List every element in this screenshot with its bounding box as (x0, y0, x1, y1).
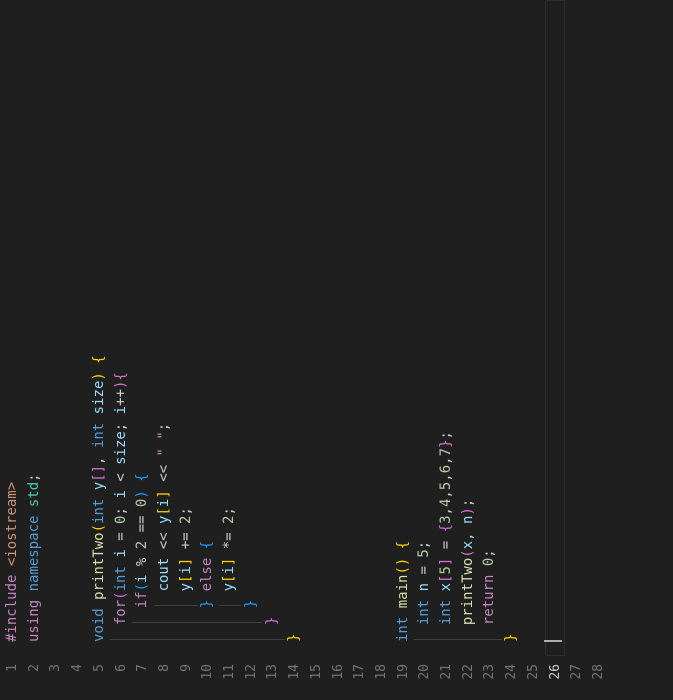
code-line-10[interactable]: } else { (199, 540, 216, 609)
line-number-17: 17 (352, 664, 368, 680)
code-line-7[interactable]: if(i % 2 == 0) { (134, 473, 151, 609)
line-number-12: 12 (243, 664, 259, 680)
line-number-7: 7 (135, 664, 151, 672)
code-line-5[interactable]: void printTwo(int y[], int size) { (90, 355, 107, 642)
line-number-11: 11 (222, 664, 237, 680)
text-cursor (544, 640, 562, 642)
indent-guide (132, 622, 262, 623)
line-number-5: 5 (91, 664, 107, 672)
code-line-14[interactable]: } (286, 633, 303, 642)
code-line-2[interactable]: using namespace std; (25, 473, 42, 642)
code-area[interactable]: #include <iostream> using namespace std;… (0, 0, 673, 642)
line-number-gutter: 1 2 3 4 5 6 7 8 9 10 11 12 13 14 15 16 17 18 19 20 21 22 23 24 2… (0, 656, 673, 700)
code-line-21[interactable]: int x[5] = {3,4,5,6,7}; (438, 431, 454, 626)
line-number-27: 27 (569, 664, 585, 680)
line-number-19: 19 (395, 664, 411, 680)
line-number-3: 3 (48, 664, 64, 672)
code-line-12[interactable]: } (242, 599, 259, 609)
code-line-19[interactable]: int main() { (394, 540, 411, 642)
code-line-8[interactable]: cout << y[i] << " "; (155, 422, 172, 592)
line-number-13: 13 (265, 664, 281, 680)
line-number-23: 23 (482, 664, 498, 680)
code-line-1[interactable]: #include <iostream> (4, 481, 20, 642)
line-number-18: 18 (373, 664, 389, 680)
indent-guide (154, 605, 198, 606)
code-line-22[interactable]: printTwo(x, n); (459, 498, 476, 626)
line-number-28: 28 (590, 664, 606, 680)
line-number-15: 15 (308, 664, 324, 680)
line-number-2: 2 (26, 664, 42, 672)
line-number-9: 9 (178, 664, 194, 672)
line-number-6: 6 (113, 664, 129, 672)
line-number-20: 20 (417, 664, 433, 680)
line-number-25: 25 (525, 664, 541, 680)
line-number-1: 1 (5, 664, 20, 672)
line-number-24: 24 (504, 664, 520, 680)
line-number-26: 26 (547, 664, 563, 680)
indent-guide (110, 639, 285, 640)
line-number-21: 21 (439, 664, 454, 680)
code-line-6[interactable]: for(int i = 0; i < size; i++){ (112, 372, 129, 626)
indent-guide (414, 639, 502, 640)
indent-guide (219, 605, 241, 606)
line-number-10: 10 (200, 664, 216, 680)
code-line-23[interactable]: return 0; (481, 549, 498, 626)
code-line-20[interactable]: int n = 5; (416, 540, 433, 626)
code-line-24[interactable]: } (503, 633, 520, 642)
line-number-16: 16 (330, 664, 346, 680)
line-number-4: 4 (70, 664, 86, 672)
line-number-14: 14 (287, 664, 303, 680)
line-number-22: 22 (460, 664, 476, 680)
line-number-8: 8 (156, 664, 172, 672)
